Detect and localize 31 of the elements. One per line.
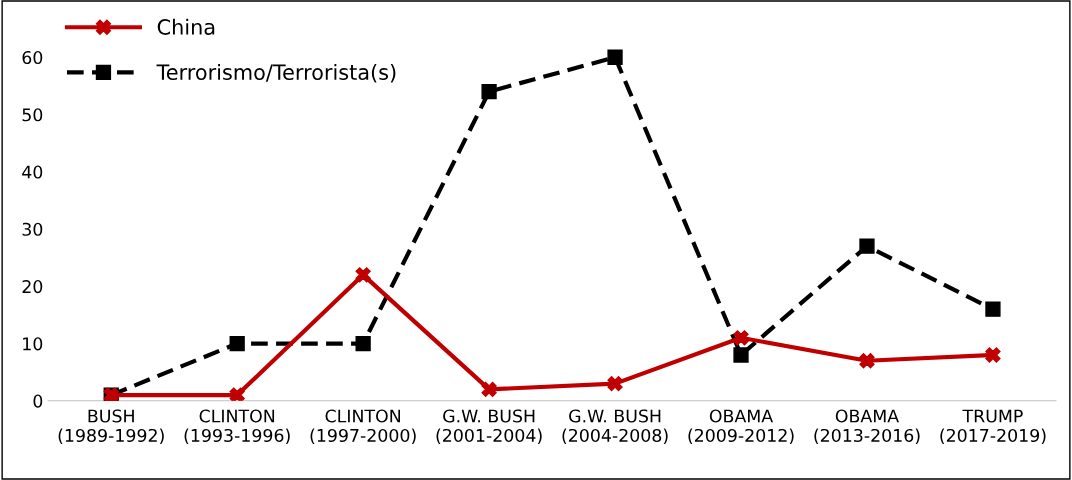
point [859,238,875,254]
x-tick-label: G.W. BUSH (2004-2008) [562,409,668,445]
y-tick-label: 30 [22,222,43,236]
point [985,347,1001,363]
point [229,387,245,401]
point [355,267,371,283]
y-tick-label: 0 [33,394,43,408]
y-tick-label: 10 [23,337,43,351]
y-tick-label: 20 [22,280,43,294]
y-tick-label: 60 [22,50,43,65]
x-tick-label: CLINTON (1993-1996) [184,409,290,445]
legend-label: China [157,18,215,35]
point [985,301,1001,317]
x-tick-label: OBAMA (2013-2016) [814,409,920,445]
y-tick-label: 50 [22,108,43,122]
point [481,83,497,100]
x-tick-label: BUSH (1989-1992) [58,409,164,445]
legend-label: Terrorismo/Terrorista(s) [156,63,396,83]
point [859,353,875,369]
point [607,49,623,65]
point [607,375,623,392]
x-tick-label: OBAMA (2009-2012) [688,409,794,445]
point [733,330,749,346]
point [733,347,749,363]
point [481,381,497,397]
x-tick-label: TRUMP (2017-2019) [940,409,1046,445]
x-tick-label: CLINTON (1997-2000) [310,409,416,445]
point [355,335,371,352]
point [229,335,245,352]
x-tick-label: G.W. BUSH (2001-2004) [436,409,542,445]
y-tick-label: 40 [22,165,43,179]
